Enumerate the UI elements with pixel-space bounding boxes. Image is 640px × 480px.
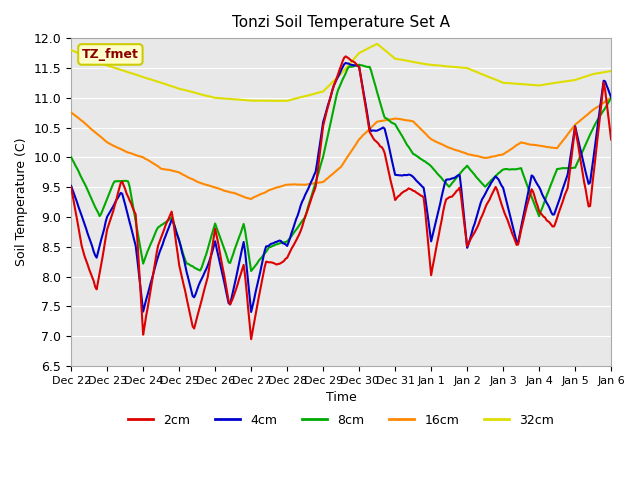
X-axis label: Time: Time [326,391,356,404]
Title: Tonzi Soil Temperature Set A: Tonzi Soil Temperature Set A [232,15,450,30]
Y-axis label: Soil Temperature (C): Soil Temperature (C) [15,138,28,266]
Legend: 2cm, 4cm, 8cm, 16cm, 32cm: 2cm, 4cm, 8cm, 16cm, 32cm [124,409,559,432]
Text: TZ_fmet: TZ_fmet [82,48,139,61]
